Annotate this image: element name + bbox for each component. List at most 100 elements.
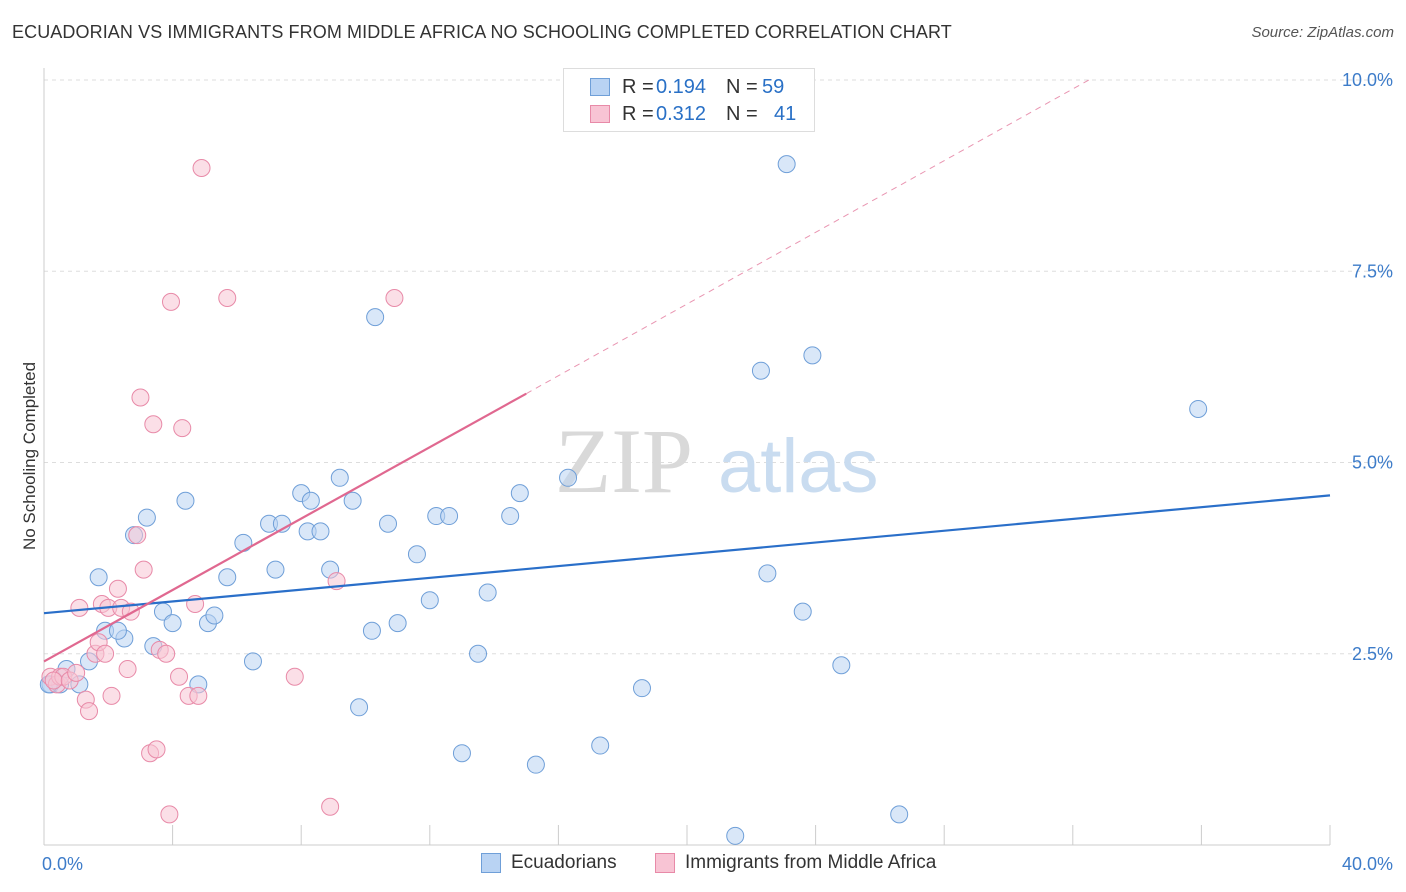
y-tick-label: 10.0% xyxy=(1342,70,1393,90)
point-middle-africa xyxy=(80,702,99,721)
point-middle-africa xyxy=(108,579,127,598)
watermark-atlas: atlas xyxy=(718,424,879,509)
point-ecuadorian xyxy=(330,468,349,487)
point-middle-africa xyxy=(44,671,63,690)
point-ecuadorian xyxy=(176,491,195,510)
legend-item-middle-africa[interactable]: Immigrants from Middle Africa xyxy=(655,852,936,874)
chart-title: ECUADORIAN VS IMMIGRANTS FROM MIDDLE AFR… xyxy=(12,22,952,42)
legend-row-middle-africa: R = 0.312 N = 41 xyxy=(590,102,796,126)
point-ecuadorian xyxy=(366,308,385,327)
point-middle-africa xyxy=(96,644,115,663)
point-ecuadorian xyxy=(89,568,108,587)
point-ecuadorian xyxy=(440,507,459,526)
r-label: R = xyxy=(622,75,654,98)
point-ecuadorian xyxy=(726,826,745,845)
r-value: 0.312 xyxy=(656,102,707,125)
legend-swatch-blue xyxy=(590,78,610,96)
watermark-zip: ZIP xyxy=(555,410,693,512)
point-middle-africa xyxy=(128,526,147,545)
y-axis-label: No Schooling Completed xyxy=(20,362,39,550)
point-ecuadorian xyxy=(137,508,156,527)
point-ecuadorian xyxy=(832,656,851,675)
point-middle-africa xyxy=(147,740,166,759)
trend-line-ecuadorians xyxy=(43,494,1331,615)
point-ecuadorian xyxy=(407,545,426,564)
point-ecuadorian xyxy=(469,644,488,663)
point-middle-africa xyxy=(385,289,404,308)
point-ecuadorian xyxy=(478,583,497,602)
n-value: 41 xyxy=(774,102,797,125)
point-ecuadorian xyxy=(890,805,909,824)
n-label: N = xyxy=(726,75,758,98)
axes xyxy=(43,68,1331,846)
legend-item-ecuadorians[interactable]: Ecuadorians xyxy=(481,852,617,874)
source-label: Source: ZipAtlas.com xyxy=(1251,24,1394,41)
n-value: 59 xyxy=(762,75,785,98)
point-ecuadorian xyxy=(379,514,398,533)
legend-swatch-pink xyxy=(590,105,610,123)
point-middle-africa xyxy=(118,660,137,679)
gridlines xyxy=(44,79,1394,655)
legend-swatch-pink xyxy=(655,853,675,873)
point-middle-africa xyxy=(161,292,180,311)
data-points xyxy=(39,155,1208,845)
point-middle-africa xyxy=(170,667,189,686)
point-middle-africa xyxy=(157,644,176,663)
legend-label-ecuadorians: Ecuadorians xyxy=(511,852,617,873)
legend-label-middle-africa: Immigrants from Middle Africa xyxy=(685,852,937,873)
point-middle-africa xyxy=(102,686,121,705)
point-ecuadorian xyxy=(311,522,330,541)
point-ecuadorian xyxy=(343,491,362,510)
point-ecuadorian xyxy=(452,744,471,763)
point-ecuadorian xyxy=(266,560,285,579)
point-ecuadorian xyxy=(163,614,182,633)
point-middle-africa xyxy=(192,158,211,177)
point-ecuadorian xyxy=(793,602,812,621)
legend-row-ecuadorians: R = 0.194 N = 59 xyxy=(590,75,784,99)
r-value: 0.194 xyxy=(656,75,707,98)
y-tick-label: 5.0% xyxy=(1352,453,1393,473)
point-ecuadorian xyxy=(388,614,407,633)
point-ecuadorian xyxy=(362,621,381,640)
point-middle-africa xyxy=(67,663,86,682)
point-middle-africa xyxy=(218,289,237,308)
x-tick-label: 40.0% xyxy=(1342,854,1393,874)
point-middle-africa xyxy=(173,419,192,438)
point-middle-africa xyxy=(160,805,179,824)
point-ecuadorian xyxy=(243,652,262,671)
point-ecuadorian xyxy=(803,346,822,365)
correlation-legend: R = 0.194 N = 59 R = 0.312 N = 41 xyxy=(563,68,815,132)
tick-labels: 2.5% 5.0% 7.5% 10.0% 0.0% 40.0% xyxy=(42,70,1393,874)
trend-lines xyxy=(43,79,1331,663)
point-ecuadorian xyxy=(501,507,520,526)
point-middle-africa xyxy=(285,667,304,686)
point-ecuadorian xyxy=(777,155,796,174)
point-middle-africa xyxy=(131,388,150,407)
x-tick-label: 0.0% xyxy=(42,854,83,874)
r-label: R = xyxy=(622,102,654,125)
y-tick-label: 7.5% xyxy=(1352,261,1393,281)
point-middle-africa xyxy=(321,797,340,816)
watermark: ZIP atlas xyxy=(555,410,879,512)
point-ecuadorian xyxy=(751,361,770,380)
point-ecuadorian xyxy=(205,606,224,625)
legend-swatch-blue xyxy=(481,853,501,873)
point-ecuadorian xyxy=(632,679,651,698)
point-ecuadorian xyxy=(526,755,545,774)
point-ecuadorian xyxy=(234,533,253,552)
point-ecuadorian xyxy=(218,568,237,587)
point-ecuadorian xyxy=(510,484,529,503)
point-ecuadorian xyxy=(559,468,578,487)
point-middle-africa xyxy=(70,598,89,617)
point-middle-africa xyxy=(144,415,163,434)
point-ecuadorian xyxy=(420,591,439,610)
point-ecuadorian xyxy=(1189,399,1208,418)
point-ecuadorian xyxy=(108,621,127,640)
point-middle-africa xyxy=(189,686,208,705)
series-legend: Ecuadorians Immigrants from Middle Afric… xyxy=(0,852,1406,878)
point-ecuadorian xyxy=(350,698,369,717)
trend-line-middle-africa xyxy=(43,392,527,663)
point-ecuadorian xyxy=(758,564,777,583)
y-tick-label: 2.5% xyxy=(1352,644,1393,664)
